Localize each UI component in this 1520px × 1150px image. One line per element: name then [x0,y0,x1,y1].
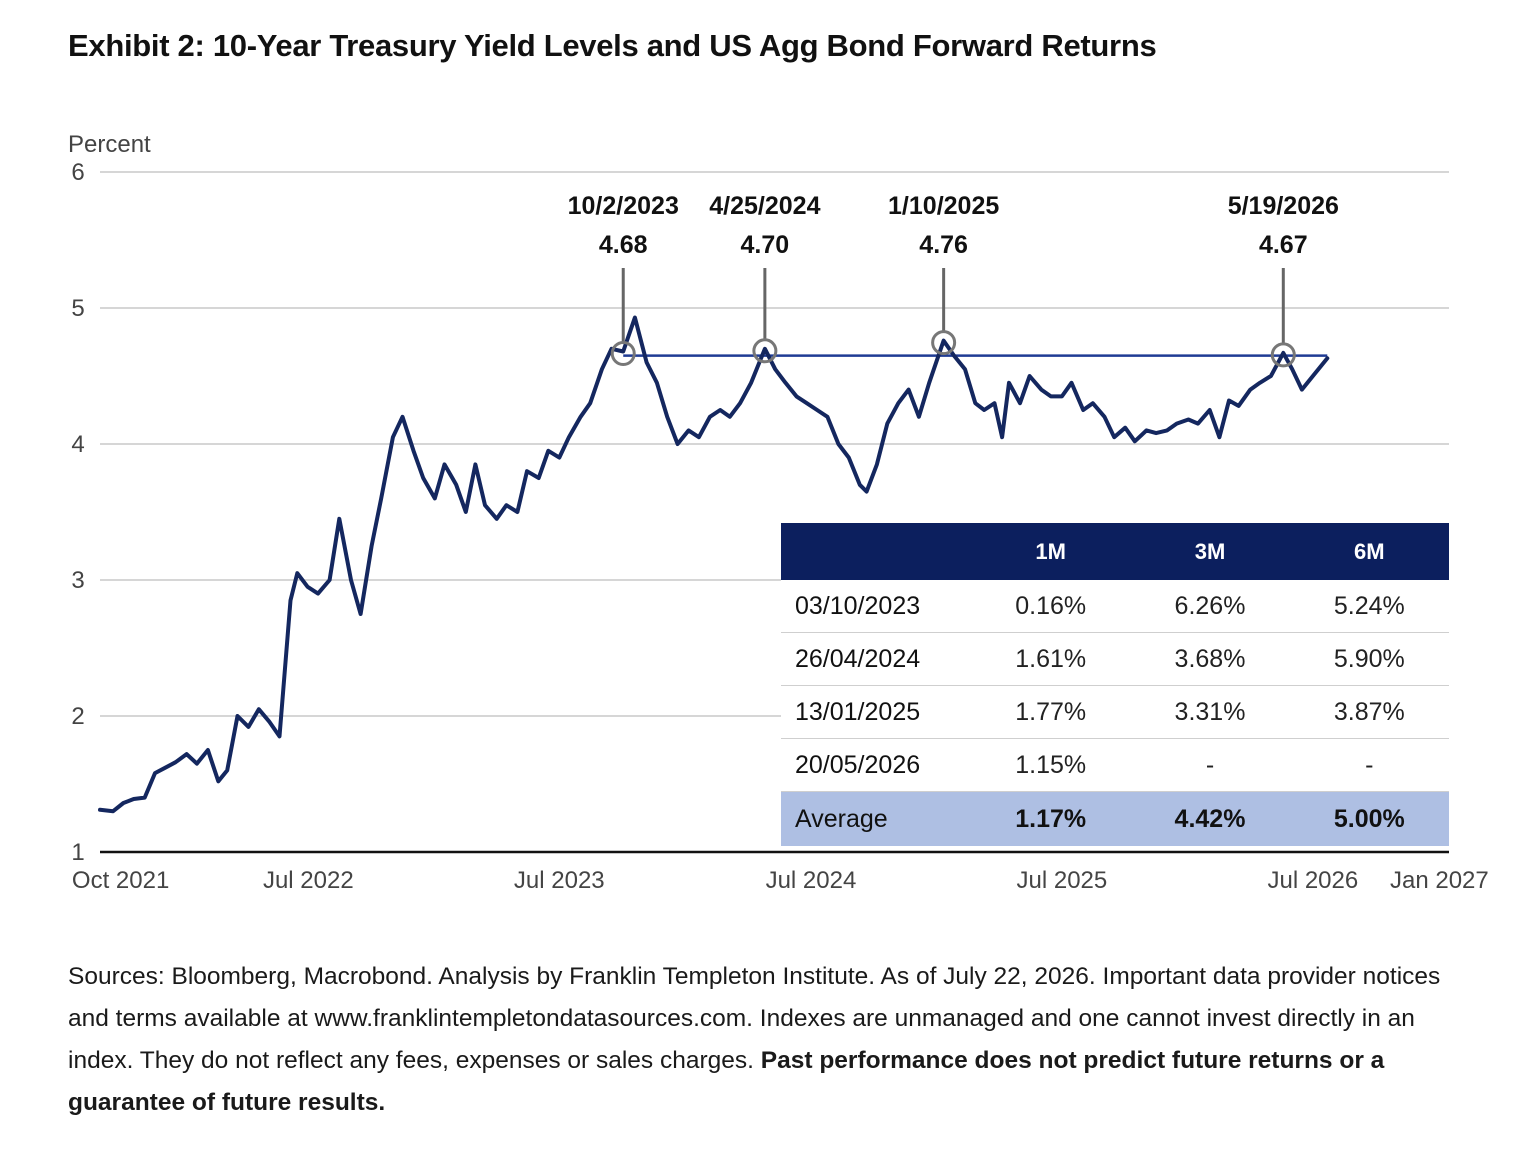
table-header-3m: 3M [1130,523,1290,580]
table-row: 13/01/2025 1.77% 3.31% 3.87% [781,685,1449,739]
annotation-marker [610,341,636,367]
table-header-1m: 1M [971,523,1131,580]
table-cell-average-label: Average [781,791,971,846]
table-cell-6m: 5.24% [1289,580,1449,633]
table-cell-3m: 3.31% [1130,685,1290,739]
y-tick-label: 1 [71,839,84,866]
table-cell-6m: 3.87% [1289,685,1449,739]
x-tick-label: Jan 2027 [1390,867,1489,894]
table-row: 03/10/2023 0.16% 6.26% 5.24% [781,580,1449,633]
x-tick-label: Jul 2024 [766,867,857,894]
table-header-blank [781,523,971,580]
annotation-marker [1270,342,1296,368]
table-cell-6m: - [1289,738,1449,792]
chart-title: Exhibit 2: 10-Year Treasury Yield Levels… [68,28,1157,63]
x-tick-labels: Oct 2021 Jul 2022 Jul 2023 Jul 2024 Jul 2025… [72,867,1489,894]
table-cell-avg-6m: 5.00% [1289,791,1449,846]
annotation-marker [752,338,778,364]
source-note: Sources: Bloomberg, Macrobond. Analysis … [68,956,1468,1124]
source-text: Sources: Bloomberg, Macrobond. Analysis … [68,963,1441,1074]
y-tick-label: 5 [71,295,84,322]
y-tick-label: 6 [71,159,84,186]
y-tick-label: 2 [71,703,84,730]
table-cell-1m: 0.16% [971,580,1131,633]
annotation-marker [931,330,957,356]
line-chart: Percent 1 2 3 4 5 6 Oct 2021 Jul 2022 Jul 2023 J… [68,131,1489,894]
peak-annotation: 4/25/2024 4.70 [709,192,821,364]
table-row: 26/04/2024 1.61% 3.68% 5.90% [781,632,1449,686]
forward-returns-table: 1M 3M 6M 03/10/2023 0.16% 6.26% 5.24% 26… [781,523,1449,846]
annotation-value: 4.70 [741,231,790,259]
annotation-value: 4.67 [1259,231,1308,259]
x-tick-label: Jul 2023 [514,867,605,894]
table-average-row: Average 1.17% 4.42% 5.00% [781,791,1449,846]
source-disclaimer: Past performance does not predict future… [68,1047,1385,1116]
table-cell-date: 26/04/2024 [781,632,971,686]
table-cell-1m: 1.15% [971,738,1131,792]
table-row: 20/05/2026 1.15% - - [781,738,1449,792]
annotation-date: 1/10/2025 [888,192,999,220]
annotation-date: 4/25/2024 [709,192,820,220]
table-cell-1m: 1.61% [971,632,1131,686]
annotation-value: 4.68 [599,231,648,259]
x-tick-label: Jul 2025 [1017,867,1108,894]
table-cell-avg-3m: 4.42% [1130,791,1290,846]
peak-annotation: 5/19/2026 4.67 [1228,192,1339,368]
annotation-date: 10/2/2023 [568,192,679,220]
annotation-value: 4.76 [919,231,968,259]
table-cell-avg-1m: 1.17% [971,791,1131,846]
table-cell-3m: 3.68% [1130,632,1290,686]
y-tick-label: 4 [71,431,84,458]
table-cell-date: 03/10/2023 [781,580,971,633]
x-tick-label: Jul 2022 [263,867,354,894]
x-tick-label: Oct 2021 [72,867,169,894]
table-cell-3m: - [1130,738,1290,792]
x-tick-label: Jul 2026 [1267,867,1358,894]
table-cell-date: 13/01/2025 [781,685,971,739]
series-line-10y-yield [98,315,1330,814]
y-tick-labels: 1 2 3 4 5 6 [71,159,84,866]
table-cell-6m: 5.90% [1289,632,1449,686]
peak-annotation: 10/2/2023 4.68 [568,192,679,367]
annotation-date: 5/19/2026 [1228,192,1339,220]
table-cell-1m: 1.77% [971,685,1131,739]
peak-annotations: 10/2/2023 4.68 4/25/2024 4.70 1/10/2025 4.76 5… [568,192,1339,368]
table-cell-date: 20/05/2026 [781,738,971,792]
table-header-row: 1M 3M 6M [781,523,1449,580]
y-axis-label: Percent [68,131,151,158]
table-cell-3m: 6.26% [1130,580,1290,633]
peak-annotation: 1/10/2025 4.76 [888,192,999,356]
y-tick-label: 3 [71,567,84,594]
table-header-6m: 6M [1289,523,1449,580]
